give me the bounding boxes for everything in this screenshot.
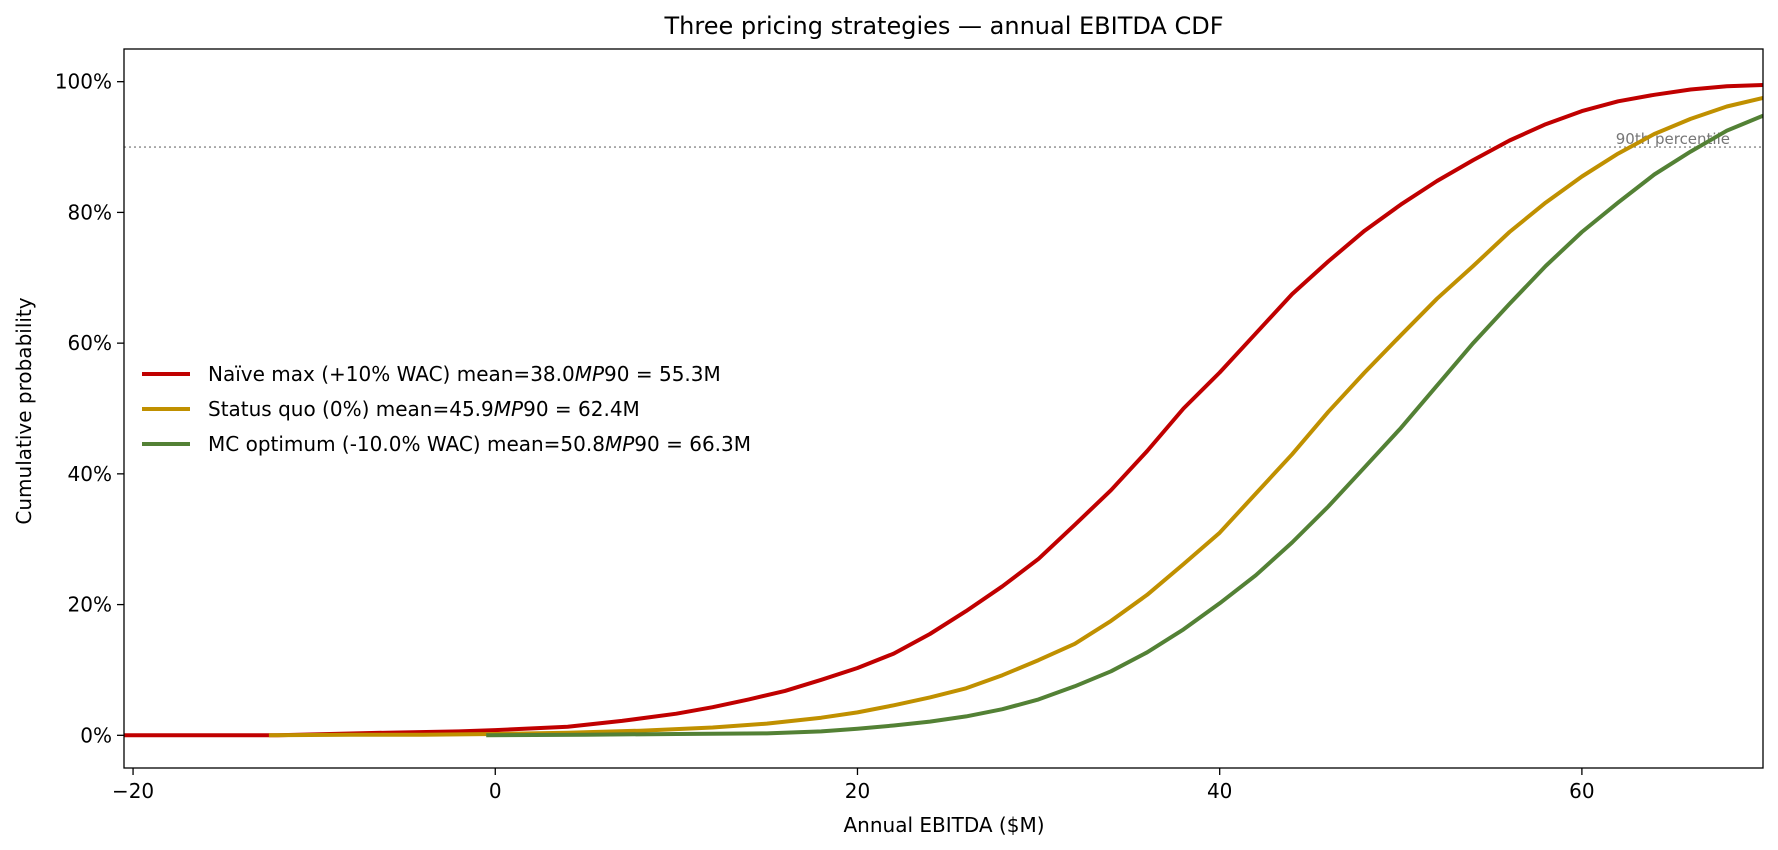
series-line-2	[268, 96, 1763, 738]
legend-label-2: Status quo (0%) mean=45.9MP90 = 62.4M	[208, 397, 640, 421]
y-tick-label: 40%	[68, 462, 112, 486]
y-tick-label: 100%	[55, 70, 112, 94]
y-tick-label: 0%	[80, 723, 112, 747]
x-tick-label: 0	[489, 779, 502, 803]
axes-frame	[123, 48, 1764, 769]
legend: Naïve max (+10% WAC) mean=38.0MP90 = 55.…	[142, 362, 751, 456]
series-group	[124, 83, 1763, 738]
y-tick-label: 80%	[68, 200, 112, 224]
y-axis-label: Cumulative probability	[12, 297, 36, 524]
legend-label-1: Naïve max (+10% WAC) mean=38.0MP90 = 55.…	[208, 362, 721, 386]
series-line-1	[124, 83, 1763, 738]
plot-area: 90th percentile−20 0 20 40 600%20%40%60%80%1…	[55, 48, 1764, 803]
x-axis-label: Annual EBITDA ($M)	[843, 813, 1044, 837]
x-tick-label: −20	[112, 779, 154, 803]
series-line-3	[486, 113, 1763, 738]
x-tick-label: 40	[1207, 779, 1232, 803]
y-tick-label: 60%	[68, 331, 112, 355]
y-tick-label: 20%	[68, 593, 112, 617]
legend-label-3: MC optimum (-10.0% WAC) mean=50.8MP90 = …	[208, 432, 751, 456]
x-tick-label: 60	[1569, 779, 1594, 803]
x-tick-label: 20	[845, 779, 870, 803]
chart-title: Three pricing strategies — annual EBITDA…	[663, 12, 1223, 40]
